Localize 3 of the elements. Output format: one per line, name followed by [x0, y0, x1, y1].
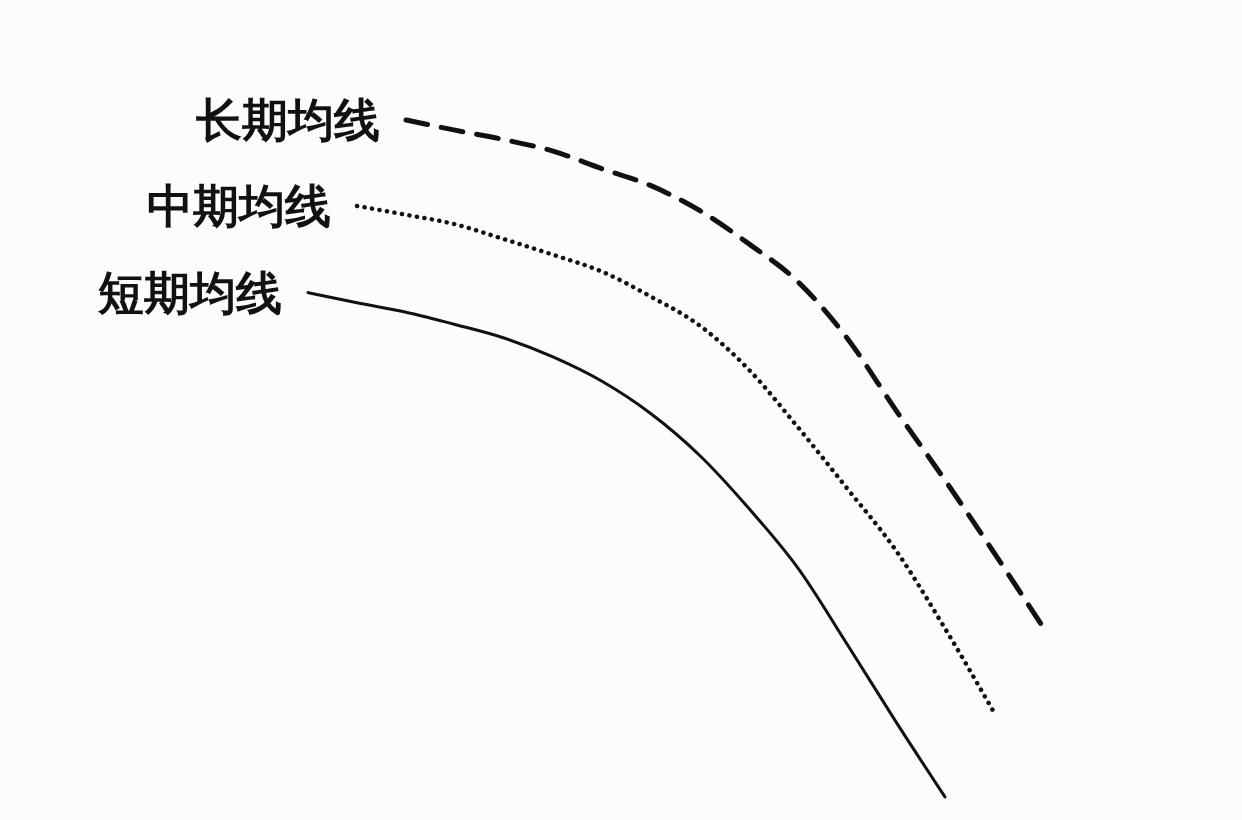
series-label: 长期均线 — [196, 93, 380, 147]
series-label: 中期均线 — [147, 178, 331, 233]
series-label: 短期均线 — [97, 265, 282, 320]
